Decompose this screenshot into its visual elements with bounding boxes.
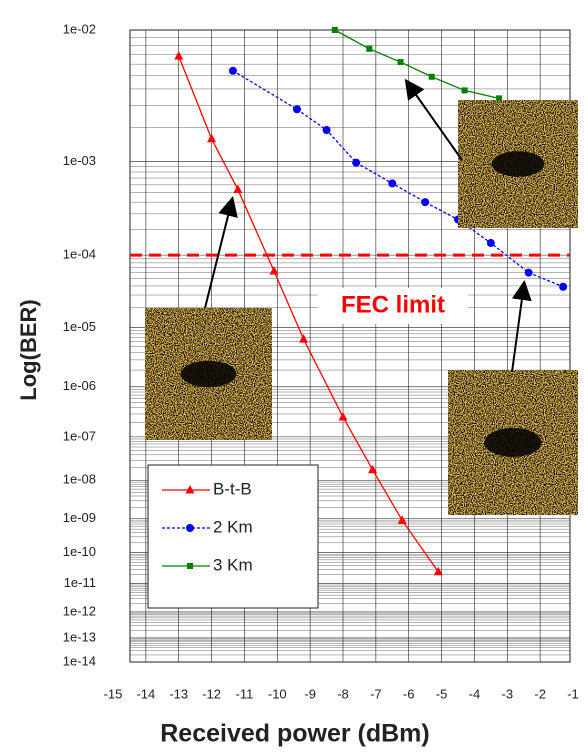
marker [233,184,242,193]
y-tick-label: 1e-03 [63,153,96,168]
eye-opening [181,361,237,387]
page: {"chart_data": {"type": "line", "x_label… [0,0,585,753]
marker [487,239,495,247]
x-tick-label: -7 [370,686,382,701]
x-tick-label: -4 [469,686,481,701]
x-tick-label: -10 [268,686,287,701]
fec-label: FEC limit [341,291,445,318]
marker [174,51,183,60]
x-tick-label: -14 [136,686,155,701]
marker [299,334,308,343]
y-tick-label: 1e-09 [63,510,96,525]
marker [398,59,404,65]
y-tick-label: 1e-11 [64,575,96,590]
y-tick-label: 1e-05 [63,319,96,334]
marker [323,126,331,134]
marker [366,46,372,52]
legend-label: B-t-B [213,479,252,498]
marker [186,524,194,532]
x-tick-label: -8 [337,686,349,701]
y-tick-label: 1e-02 [63,21,96,36]
marker [332,27,338,33]
x-tick-label: -2 [534,686,546,701]
marker [293,105,301,113]
arrow [407,82,462,160]
x-tick-label: -5 [436,686,448,701]
y-tick-label: 1e-12 [63,603,96,618]
marker [421,198,429,206]
x-tick-label: -1 [567,686,579,701]
legend-label: 3 Km [213,555,253,574]
y-tick-label: 1e-04 [63,247,96,262]
marker [429,74,435,80]
y-tick-label: 1e-10 [63,544,96,559]
marker [187,563,193,569]
y-tick-label: 1e-14 [63,653,96,668]
y-tick-label: 1e-06 [63,378,96,393]
x-axis-title: Received power (dBm) [160,720,430,748]
marker [559,283,567,291]
eye-opening [484,428,541,457]
marker [398,515,407,524]
x-tick-label: -6 [403,686,415,701]
marker [339,412,348,421]
y-tick-label: 1e-07 [63,428,96,443]
arrow [512,284,524,372]
chart: 1e-02 1e-03 1e-04 1e-05 1e-06 1e-07 1e-08 1e-09… [0,0,585,753]
y-tick-label: 1e-08 [63,472,96,487]
legend-label: 2 Km [213,517,253,536]
x-tick-label: -3 [502,686,514,701]
marker [462,87,468,93]
marker [229,67,237,75]
eye-opening [492,151,545,177]
marker [388,179,396,187]
x-tick-label: -9 [304,686,316,701]
x-tick-label: -13 [169,686,188,701]
marker [352,159,360,167]
y-axis-title: Log(BER) [16,299,41,400]
marker [207,134,216,143]
marker [525,269,533,277]
x-tick-label: -12 [202,686,221,701]
y-tick-label: 1e-13 [63,629,96,644]
x-tick-label: -11 [236,686,254,701]
x-tick-label: -15 [104,686,123,701]
